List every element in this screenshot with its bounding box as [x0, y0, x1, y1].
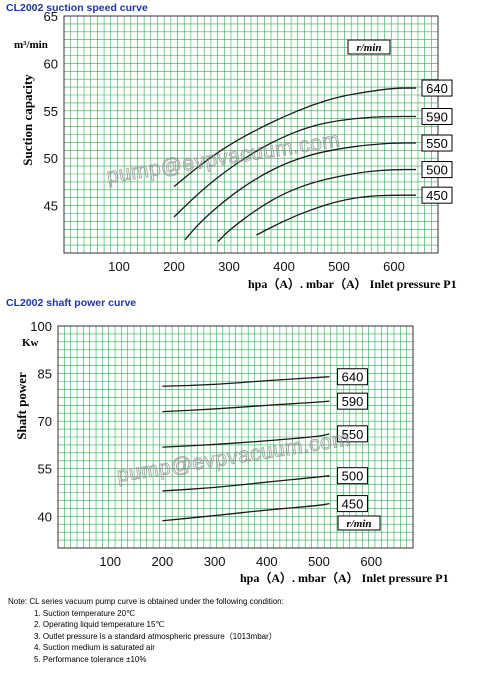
note-item-1: 1. Suction temperature 20℃	[34, 608, 136, 618]
series-500-line	[217, 168, 416, 243]
y-tick-label: 60	[44, 56, 58, 71]
y-tick-label: 100	[30, 319, 52, 334]
x-tick-label: 200	[163, 259, 185, 274]
x-tick-label: 600	[360, 554, 382, 569]
series-640-label: 640	[342, 370, 364, 385]
notes-intro: Note: CL series vacuum pump curve is obt…	[8, 597, 284, 606]
series-550-label: 550	[426, 136, 448, 151]
series-590-label: 590	[426, 109, 448, 124]
series-550-line	[162, 433, 330, 448]
units-box	[347, 39, 391, 55]
series-550-label: 550	[342, 427, 364, 442]
x-tick-label: 100	[108, 259, 130, 274]
x-tick-label: 200	[152, 554, 174, 569]
x-axis-label: hpa（A）. mbar（A） Inlet pressure P1	[248, 276, 457, 291]
y-tick-label: 45	[44, 199, 58, 214]
x-tick-label: 100	[99, 554, 121, 569]
units-box	[337, 515, 381, 531]
note-item-4: 4. Suction medium is saturated air	[34, 643, 155, 653]
y-tick-label: 40	[38, 509, 52, 524]
notes-block: Note: CL series vacuum pump curve is obt…	[8, 596, 284, 666]
y-unit-label: Kw	[22, 337, 39, 349]
series-640-line	[162, 376, 330, 387]
series-500-label: 500	[342, 469, 364, 484]
units-box-label: r/min	[346, 518, 371, 530]
series-640-label: 640	[426, 81, 448, 96]
series-500-label-box	[421, 161, 453, 179]
series-450-label: 450	[342, 497, 364, 512]
series-500-line	[162, 475, 330, 492]
note-item-3: 3. Outlet pressure is a standard atmosph…	[34, 631, 277, 641]
series-450-label: 450	[426, 188, 448, 203]
series-590-line	[162, 400, 330, 413]
series-640-label-box	[336, 368, 368, 386]
chart2-title: CL2002 shaft power curve	[6, 297, 137, 309]
series-550-line	[184, 142, 416, 241]
x-tick-label: 300	[218, 259, 240, 274]
x-tick-label: 400	[256, 554, 278, 569]
series-590-label-box	[336, 392, 368, 410]
plot-frame	[63, 15, 439, 254]
notes-list: 1. Suction temperature 20℃ 2. Operating …	[8, 608, 284, 666]
series-450-line	[162, 502, 330, 522]
note-item-2: 2. Operating liquid temperature 15℃	[34, 620, 165, 630]
x-tick-label: 300	[204, 554, 226, 569]
series-450-label-box	[336, 495, 368, 513]
chart-2: 100 200 300 400 500 600 40 55 70 85 100 Kw Shaft pow…	[14, 319, 449, 585]
y-tick-label: 70	[38, 414, 52, 429]
charts-canvas: 100 200 300 400 500 600 45 50 55 60 65 m³/min Suctio…	[14, 9, 457, 585]
y-tick-label: 55	[38, 462, 52, 477]
series-500-label: 500	[426, 163, 448, 178]
y-tick-label: 85	[38, 367, 52, 382]
x-tick-label: 500	[308, 554, 330, 569]
series-640-line	[173, 87, 416, 188]
series-450-line	[256, 194, 416, 236]
series-500-label-box	[336, 467, 368, 485]
chart-1: 100 200 300 400 500 600 45 50 55 60 65 m³/min Suctio…	[14, 9, 457, 291]
y-tick-label: 50	[44, 151, 58, 166]
y-axis-label: Suction capacity	[20, 74, 35, 166]
y-tick-label: 55	[44, 104, 58, 119]
y-axis-label: Shaft power	[14, 372, 29, 440]
series-550-label-box	[421, 134, 453, 152]
x-tick-label: 400	[273, 259, 295, 274]
units-box-label: r/min	[356, 42, 381, 54]
series-590-label: 590	[342, 394, 364, 409]
x-axis-label: hpa（A）. mbar（A） Inlet pressure P1	[240, 570, 449, 585]
series-640-label-box	[421, 79, 453, 97]
watermark-text: pump@evpvacuum.com	[115, 427, 351, 487]
x-tick-label: 500	[328, 259, 350, 274]
y-unit-label: m³/min	[14, 39, 48, 51]
series-590-label-box	[421, 107, 453, 125]
note-item-5: 5. Performance tolerance ±10%	[34, 654, 147, 664]
series-450-label-box	[421, 186, 453, 204]
x-tick-label: 600	[383, 259, 405, 274]
chart1-title: CL2002 suction speed curve	[6, 2, 148, 14]
series-590-line	[173, 115, 416, 218]
series-550-label-box	[336, 425, 368, 443]
plot-frame	[57, 325, 414, 549]
y-tick-label: 65	[44, 9, 58, 24]
